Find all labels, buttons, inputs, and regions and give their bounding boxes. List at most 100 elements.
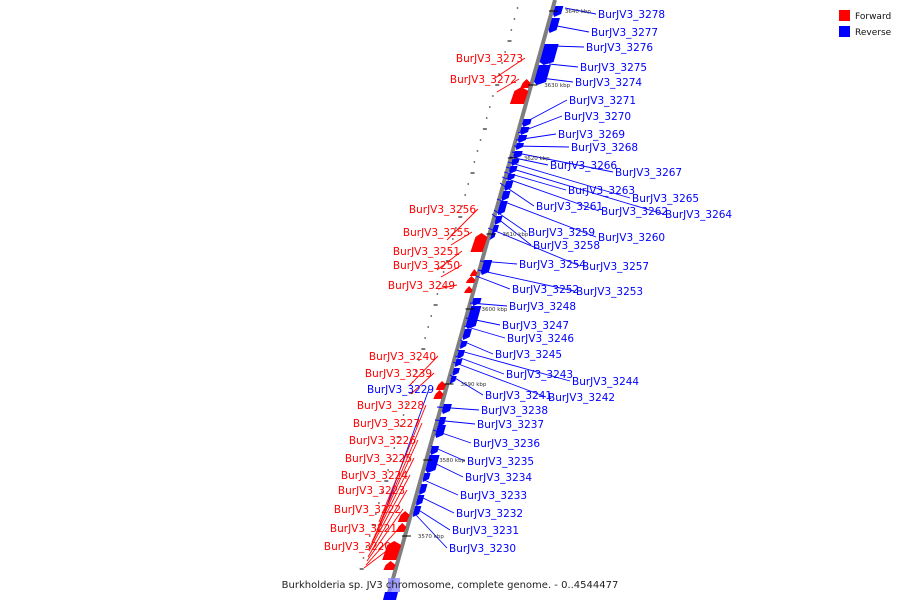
gene-label-reverse: BurJV3_3258 <box>533 240 600 252</box>
gene-feature-reverse <box>515 143 524 150</box>
gene-label-reverse: BurJV3_3278 <box>598 9 665 21</box>
label-connector-forward <box>366 508 404 562</box>
legend-forward: Forward <box>839 10 891 22</box>
gene-label-forward: BurJV3_3222 <box>334 504 401 516</box>
label-connector-reverse <box>454 355 505 375</box>
label-connector-forward <box>494 57 526 79</box>
gene-label-reverse: BurJV3_3266 <box>550 160 617 172</box>
gene-feature-reverse <box>449 376 457 384</box>
label-connector-reverse <box>487 227 581 267</box>
gene-label-forward: BurJV3_3273 <box>456 53 523 65</box>
gene-feature-reverse <box>452 368 460 376</box>
gene-label-forward: BurJV3_3221 <box>330 523 397 535</box>
label-connector-reverse <box>505 166 664 215</box>
gene-feature-reverse <box>416 495 425 506</box>
scale-tick-label: 3590 kbp <box>460 382 486 388</box>
label-connector-forward <box>496 78 520 93</box>
minor-tick-dots <box>359 7 519 570</box>
gene-label-reverse: BurJV3_3242 <box>548 392 615 404</box>
label-connector-forward <box>371 439 419 543</box>
scale-ticks: 3640 kbp 3630 kbp 3620 kbp 3610 kbp 3600 kbp… <box>401 9 591 540</box>
gene-feature-forward <box>469 269 478 276</box>
gene-features <box>382 6 564 600</box>
gene-label-reverse: BurJV3_3262 <box>601 206 668 218</box>
scale-tick-label: 3580 kbp <box>439 458 465 464</box>
gene-feature-forward <box>382 541 402 560</box>
legend-reverse-swatch <box>839 26 850 37</box>
gene-label-forward: BurJV3_3250 <box>393 260 460 272</box>
gene-feature-reverse <box>513 151 523 159</box>
label-connector-reverse <box>423 479 459 496</box>
label-connector-reverse <box>415 514 448 549</box>
gene-label-reverse: BurJV3_3259 <box>528 227 595 239</box>
gene-feature-forward <box>397 511 410 522</box>
scale-tick-label: 3600 kbp <box>481 307 507 313</box>
gene-feature-reverse <box>489 233 496 240</box>
gene-label-reverse: BurJV3_3244 <box>572 376 639 388</box>
gene-label-reverse: BurJV3_3234 <box>465 472 532 484</box>
label-connector-forward <box>408 355 439 387</box>
gene-feature-reverse <box>553 6 564 17</box>
label-connector-reverse <box>416 508 451 531</box>
gene-label-reverse: BurJV3_3269 <box>558 129 625 141</box>
gene-feature-reverse <box>534 65 551 85</box>
gene-feature-reverse <box>435 425 446 438</box>
gene-feature-forward <box>383 561 396 570</box>
gene-feature-reverse <box>520 127 530 135</box>
label-connector-reverse <box>548 63 579 68</box>
gene-feature-reverse <box>462 329 472 340</box>
label-connector-forward <box>368 474 411 552</box>
label-connector-reverse <box>477 269 575 292</box>
gene-label-reverse: BurJV3_3260 <box>598 232 665 244</box>
gene-label-reverse: BurJV3_3233 <box>460 490 527 502</box>
gene-feature-reverse <box>539 44 559 65</box>
gene-label-reverse: BurJV3_3265 <box>632 193 699 205</box>
label-connector-forward <box>378 404 427 523</box>
scale-tick-label: 3610 kbp <box>502 232 528 238</box>
gene-feature-reverse <box>422 473 431 482</box>
label-connector-reverse <box>496 198 597 238</box>
gene-feature-reverse <box>497 201 508 215</box>
gene-label-reverse: BurJV3_3246 <box>507 333 574 345</box>
gene-label-reverse: BurJV3_3275 <box>580 62 647 74</box>
label-connector-reverse <box>511 151 614 173</box>
gene-label-reverse: BurJV3_3235 <box>467 456 534 468</box>
gene-feature-forward <box>465 276 476 283</box>
gene-label-reverse: BurJV3_3276 <box>586 42 653 54</box>
gene-label-reverse: BurJV3_3257 <box>582 261 649 273</box>
gene-label-forward: BurJV3_3220 <box>324 541 391 553</box>
gene-label-reverse: BurJV3_3231 <box>452 525 519 537</box>
gene-feature-reverse <box>511 159 520 166</box>
gene-feature-reverse <box>522 119 532 127</box>
label-connector-forward <box>410 372 435 395</box>
gene-feature-reverse <box>419 484 428 495</box>
label-connector-reverse <box>556 25 590 33</box>
gene-label-forward: BurJV3_3249 <box>388 280 455 292</box>
gene-feature-reverse <box>460 341 468 349</box>
gene-feature-forward <box>433 390 444 399</box>
legend-forward-swatch <box>839 10 850 21</box>
label-connector-reverse <box>552 45 585 48</box>
gene-label-reverse: BurJV3_3229 <box>367 384 434 396</box>
gene-feature-reverse <box>413 506 422 517</box>
gene-label-reverse: BurJV3_3252 <box>512 284 579 296</box>
gene-label-reverse: BurJV3_3254 <box>519 259 586 271</box>
gene-label-forward: BurJV3_3227 <box>353 418 420 430</box>
gene-label-forward: BurJV3_3224 <box>341 470 408 482</box>
gene-label-reverse: BurJV3_3230 <box>449 543 516 555</box>
gene-label-reverse: BurJV3_3270 <box>564 111 631 123</box>
gene-feature-forward <box>463 286 473 293</box>
chromosome-axis <box>385 0 557 601</box>
label-connector-lines <box>363 7 664 569</box>
gene-feature-reverse <box>457 350 465 359</box>
gene-label-forward: BurJV3_3226 <box>349 435 416 447</box>
gene-feature-forward <box>520 79 531 88</box>
gene-label-forward: BurJV3_3225 <box>345 453 412 465</box>
genome-caption: Burkholderia sp. JV3 chromosome, complet… <box>282 580 619 591</box>
label-connector-reverse <box>420 496 455 514</box>
gene-feature-reverse <box>501 191 511 201</box>
gene-label-reverse: BurJV3_3232 <box>456 508 523 520</box>
gene-label-reverse: BurJV3_3243 <box>506 369 573 381</box>
gene-label-reverse: BurJV3_3248 <box>509 301 576 313</box>
label-connector-forward <box>367 489 408 558</box>
